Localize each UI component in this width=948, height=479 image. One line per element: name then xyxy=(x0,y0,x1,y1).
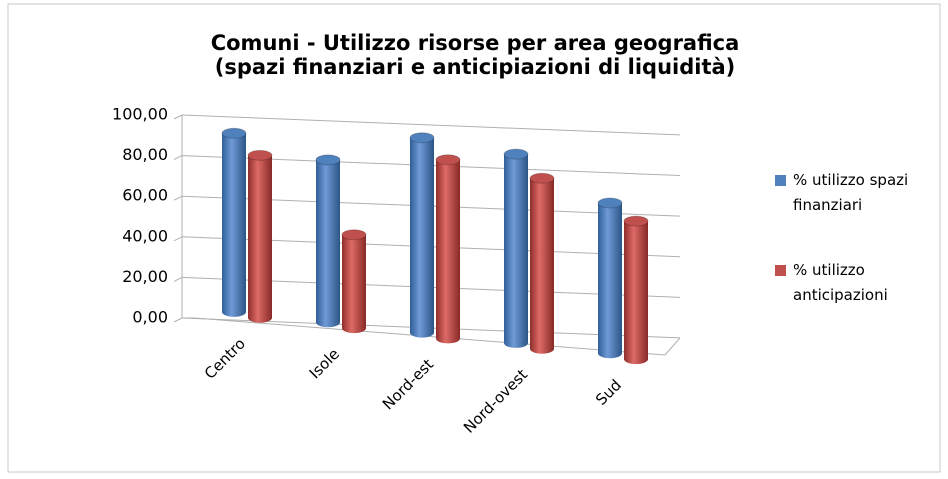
bar xyxy=(503,148,529,348)
y-tick-label: 80,00 xyxy=(122,145,168,164)
bar xyxy=(409,132,435,338)
bar-top xyxy=(597,197,623,209)
bar-body xyxy=(248,155,272,323)
y-tick-label: 40,00 xyxy=(122,226,168,245)
y-tick-label: 100,00 xyxy=(112,105,168,124)
legend-line: anticipazioni xyxy=(793,286,888,304)
bar xyxy=(529,172,555,354)
legend-swatch xyxy=(775,265,786,276)
y-tick-label: 20,00 xyxy=(122,267,168,286)
grid-line xyxy=(181,114,681,136)
legend-line: finanziari xyxy=(793,196,862,214)
bar xyxy=(341,229,367,334)
y-tick-label: 60,00 xyxy=(122,186,168,205)
bar-top xyxy=(623,215,649,227)
chart-frame xyxy=(7,3,941,473)
legend-line: % utilizzo spazi xyxy=(793,171,908,189)
bar-top xyxy=(247,149,273,161)
tick-mark xyxy=(173,276,183,282)
bar xyxy=(247,149,273,323)
floor-edge xyxy=(194,317,666,356)
bar-body xyxy=(504,154,528,348)
bar-top xyxy=(341,229,367,241)
legend-swatch xyxy=(775,175,786,186)
bar xyxy=(623,215,649,365)
bar-top xyxy=(503,148,529,160)
y-tick-label: 0,00 xyxy=(132,308,168,327)
bar-top xyxy=(409,132,435,144)
tick-mark xyxy=(173,236,183,242)
tick-mark xyxy=(173,195,183,201)
bar xyxy=(435,154,461,344)
bar-top xyxy=(221,127,247,139)
bar-body xyxy=(222,133,246,317)
tick-mark xyxy=(173,317,183,323)
bar-body xyxy=(530,178,554,354)
bar-top xyxy=(435,154,461,166)
chart-subtitle: (spazi finanziari e anticipiazioni di li… xyxy=(215,55,736,79)
legend-label: % utilizzo spazi finanziari xyxy=(793,171,908,214)
tick-mark xyxy=(173,155,183,161)
bar xyxy=(597,197,623,359)
legend-label: % utilizzo anticipazioni xyxy=(793,261,888,304)
bar-body xyxy=(598,203,622,359)
bar-body xyxy=(316,159,340,328)
floor-side xyxy=(664,337,681,356)
bar xyxy=(221,127,247,317)
bar-top xyxy=(315,154,341,166)
tick-mark xyxy=(173,114,183,120)
legend-line: % utilizzo xyxy=(793,261,865,279)
chart-title: Comuni - Utilizzo risorse per area geogr… xyxy=(211,31,740,55)
bar xyxy=(315,154,341,328)
bar-top xyxy=(529,172,555,184)
bar-body xyxy=(436,159,460,344)
bar-body xyxy=(342,234,366,334)
bar-body xyxy=(624,221,648,365)
bar-body xyxy=(410,137,434,338)
